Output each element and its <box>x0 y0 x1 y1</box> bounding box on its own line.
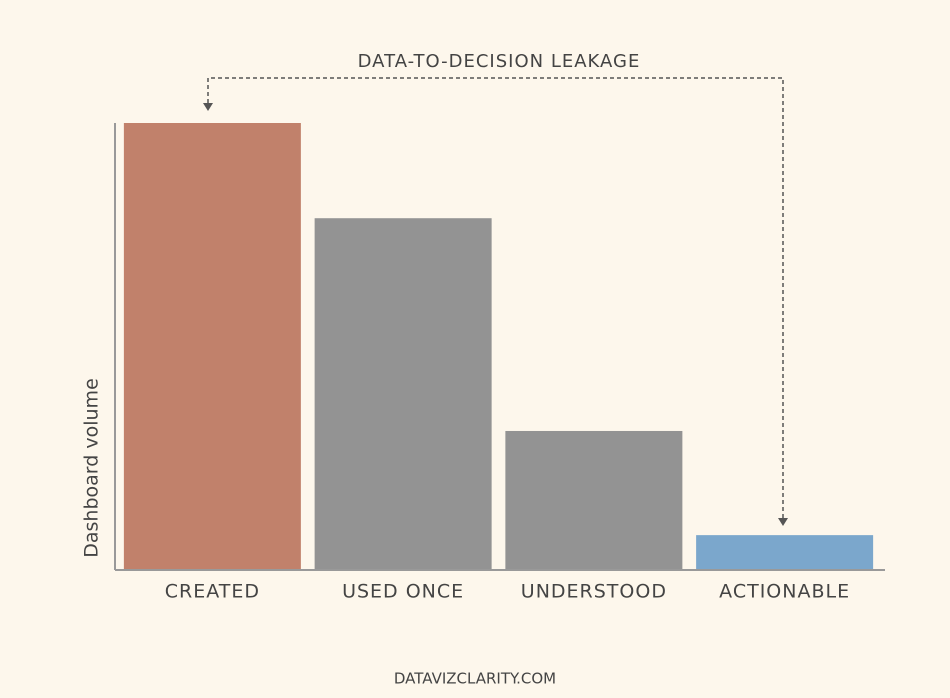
x-tick-label: USED ONCE <box>342 581 464 603</box>
x-tick-label: ACTIONABLE <box>719 581 850 603</box>
x-tick-label: CREATED <box>165 581 260 603</box>
bars <box>123 123 874 570</box>
bar <box>696 535 874 570</box>
y-axis-label: Dashboard volume <box>81 378 103 558</box>
source: DATAVIZCLARITY.COM <box>394 670 556 688</box>
bar <box>314 218 492 570</box>
bar <box>505 430 683 570</box>
leakage-arrow <box>207 77 784 519</box>
arrow-head <box>203 103 213 111</box>
annotation: DATA-TO-DECISION LEAKAGE <box>358 51 641 72</box>
arrow-head <box>778 518 788 526</box>
x-tick-label: UNDERSTOOD <box>521 581 667 603</box>
bar <box>123 123 301 570</box>
